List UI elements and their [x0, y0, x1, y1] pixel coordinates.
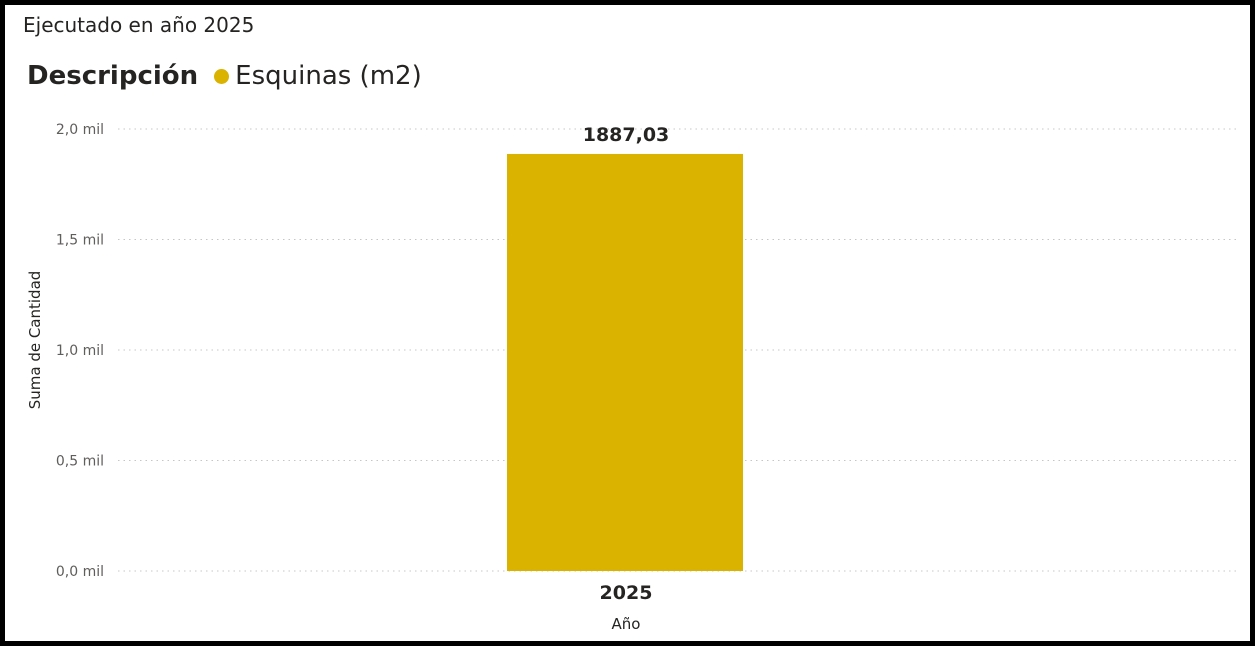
y-tick-label: 0,0 mil [56, 564, 104, 580]
y-tick-label: 1,5 mil [56, 233, 104, 249]
y-tick-label: 2,0 mil [56, 122, 104, 138]
y-tick-label: 0,5 mil [56, 454, 104, 470]
bar[interactable] [507, 153, 743, 571]
legend: Descripción Esquinas (m2) [27, 61, 422, 91]
visual-title: Ejecutado en año 2025 [23, 13, 255, 37]
legend-entry-esquinas[interactable]: Esquinas (m2) [235, 61, 422, 91]
y-tick-label: 1,0 mil [56, 343, 104, 359]
x-tick-label: 2025 [600, 582, 653, 604]
legend-marker-esquinas [214, 68, 230, 84]
y-axis-title: Suma de Cantidad [26, 271, 44, 410]
legend-title: Descripción [27, 61, 199, 91]
data-label: 1887,03 [583, 124, 670, 146]
x-axis-title: Año [612, 615, 641, 633]
